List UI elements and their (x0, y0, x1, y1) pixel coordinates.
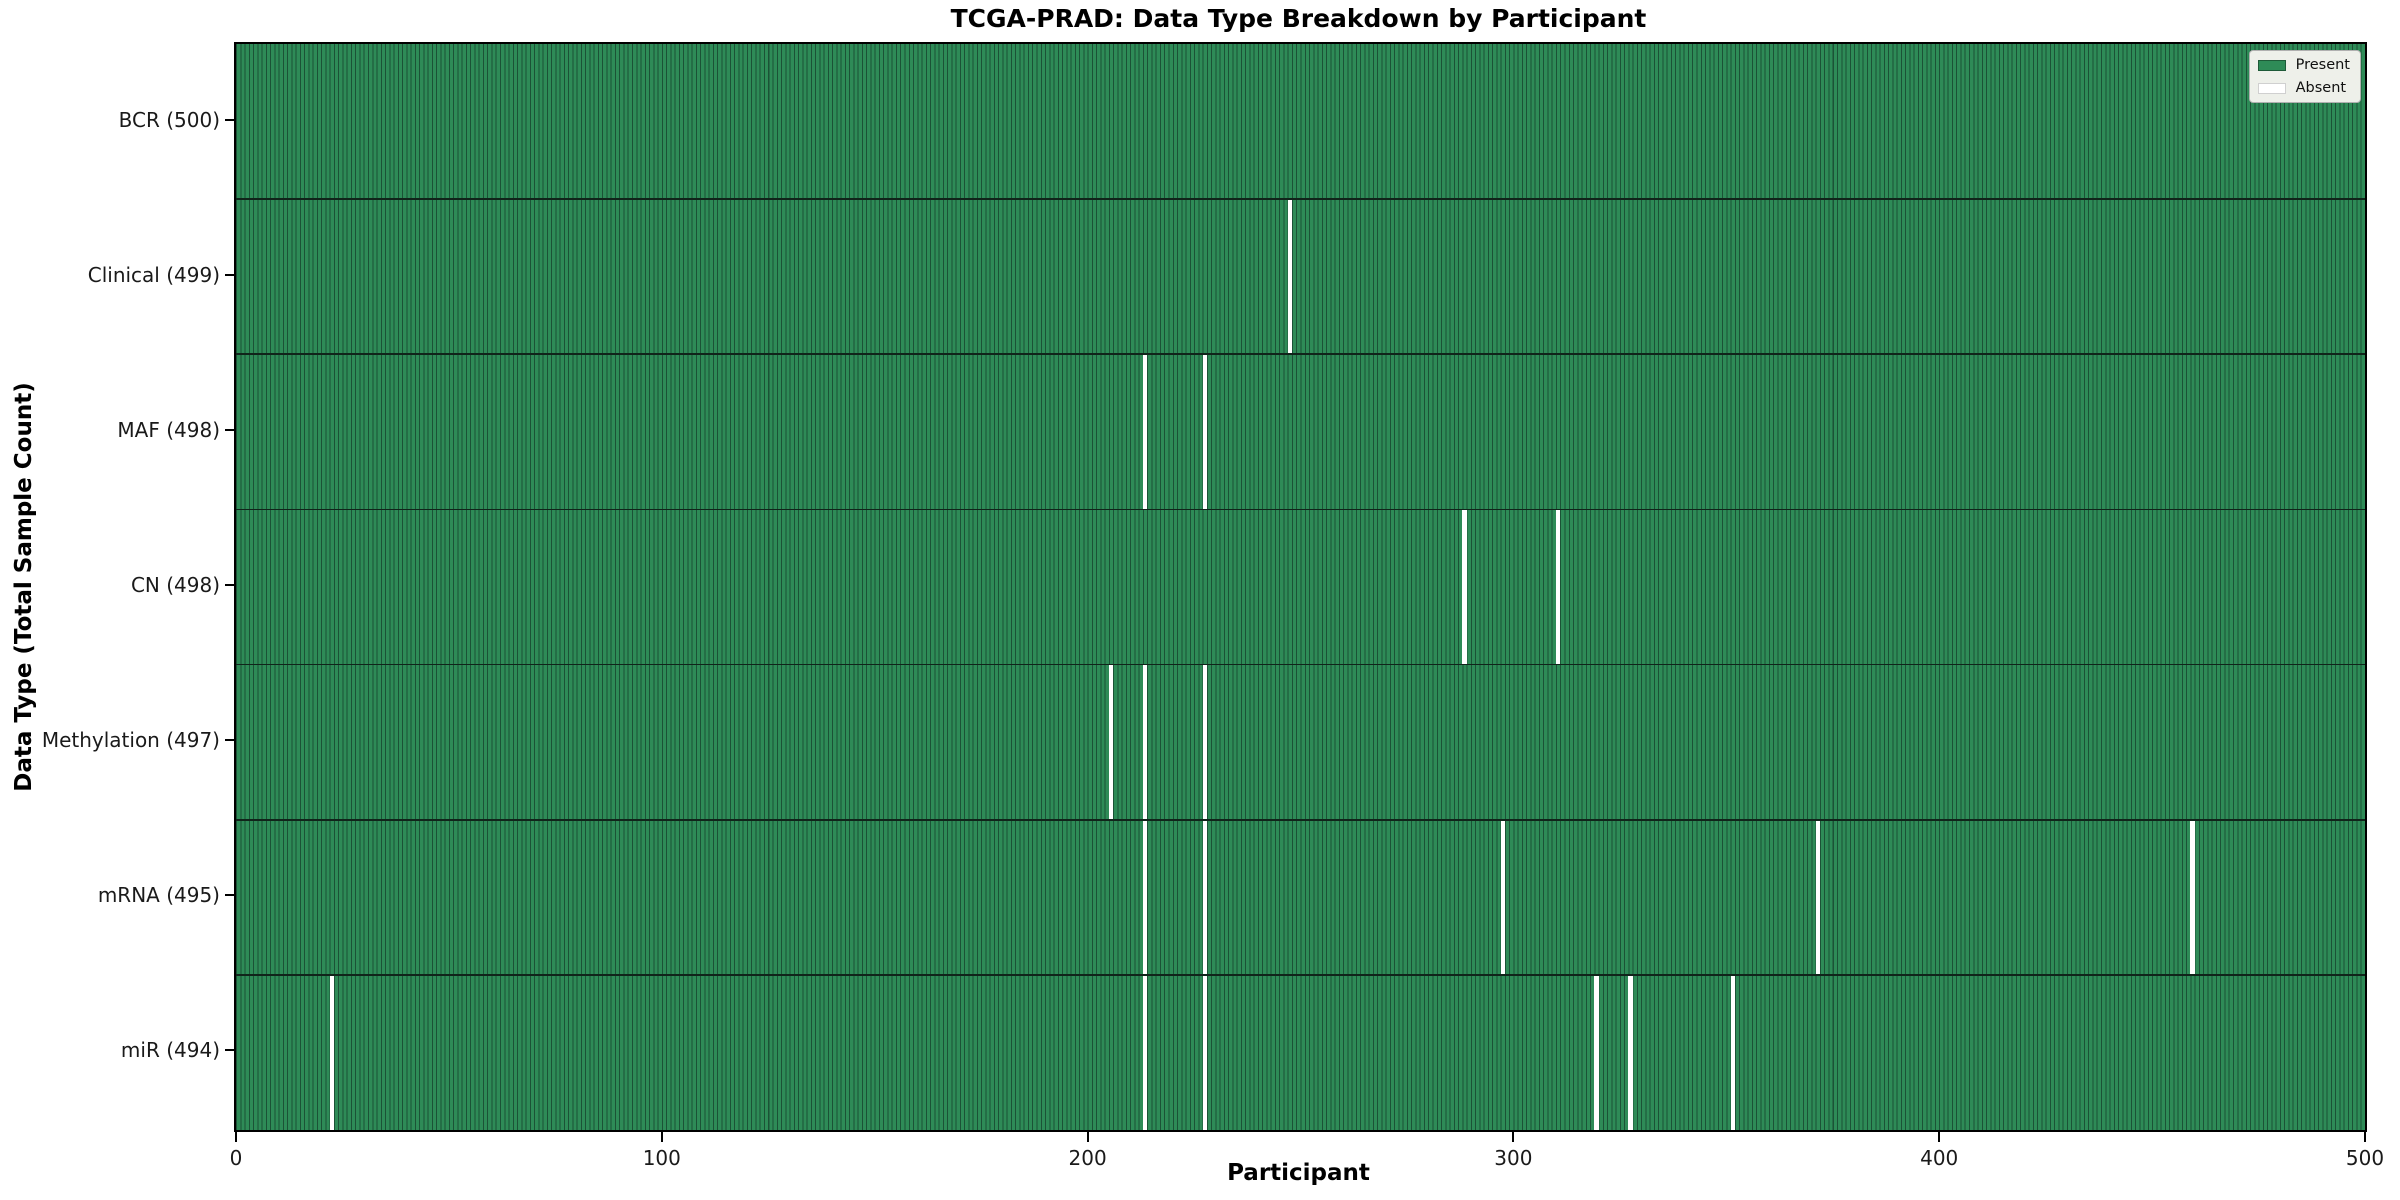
y-tick-mark (225, 428, 234, 431)
x-tick-label-200: 200 (1068, 1146, 1107, 1170)
x-tick-label-400: 400 (1920, 1146, 1959, 1170)
x-tick-mark (2364, 1132, 2366, 1142)
legend-item-absent: Absent (2257, 80, 2350, 96)
x-tick-mark (1086, 1132, 1089, 1142)
y-tick-label-cn: CN (498) (130, 573, 220, 597)
x-tick-label-0: 0 (229, 1146, 243, 1170)
row-separator (236, 974, 2365, 976)
heatmap-row-bcr (236, 44, 2365, 200)
absent-marker-mrna-371 (1815, 819, 1820, 975)
absent-marker-cn-288 (1462, 509, 1467, 665)
legend-item-present: Present (2257, 57, 2350, 73)
absent-marker-mir-319 (1594, 974, 1599, 1130)
y-tick-label-clinical: Clinical (499) (87, 262, 220, 287)
absent-marker-maf-213 (1142, 354, 1148, 510)
x-tick-mark (660, 1132, 663, 1142)
absent-marker-mir-213 (1142, 974, 1148, 1130)
row-separator (236, 663, 2365, 666)
legend: Present Absent (2248, 50, 2361, 103)
absent-marker-mir-351 (1730, 974, 1735, 1130)
heatmap-row-mrna (236, 819, 2365, 975)
y-tick-mark (225, 118, 234, 121)
absent-marker-methylation-213 (1142, 664, 1148, 820)
absent-marker-mir-22 (329, 974, 334, 1130)
absent-marker-mrna-227 (1202, 819, 1207, 975)
absent-marker-mir-227 (1202, 974, 1207, 1130)
x-tick-mark (1512, 1132, 1515, 1142)
x-axis-label: Participant (1227, 1160, 1370, 1186)
heatmap-row-mir (236, 974, 2365, 1130)
y-tick-mark (225, 894, 234, 897)
y-tick-mark (225, 584, 234, 586)
y-tick-mark (225, 273, 234, 276)
y-tick-mark (225, 1049, 234, 1052)
y-tick-label-mrna: mRNA (495) (97, 883, 220, 908)
heatmap-row-maf (236, 354, 2365, 510)
chart-title: TCGA-PRAD: Data Type Breakdown by Partic… (950, 4, 1647, 33)
y-tick-label-mir: miR (494) (120, 1038, 220, 1063)
legend-label: Present (2295, 57, 2350, 73)
y-axis-label: Data Type (Total Sample Count) (11, 382, 37, 792)
absent-marker-maf-227 (1202, 354, 1207, 510)
x-tick-label-300: 300 (1494, 1146, 1533, 1170)
absent-marker-methylation-205 (1108, 664, 1114, 820)
x-tick-mark (235, 1132, 237, 1142)
row-separator (236, 198, 2365, 200)
x-tick-label-100: 100 (642, 1146, 681, 1170)
absent-marker-mrna-297 (1500, 819, 1505, 975)
y-tick-mark (225, 739, 234, 742)
x-tick-label-500: 500 (2345, 1146, 2385, 1170)
absent-marker-mrna-213 (1142, 819, 1148, 975)
legend-swatch-absent (2257, 82, 2286, 94)
absent-marker-mir-327 (1628, 974, 1633, 1130)
absent-marker-methylation-227 (1202, 664, 1207, 820)
plot-area: Present Absent (234, 42, 2367, 1132)
x-tick-mark (1938, 1132, 1941, 1142)
y-tick-label-methylation: Methylation (497) (41, 728, 220, 753)
heatmap-row-cn (236, 509, 2365, 665)
absent-marker-cn-310 (1555, 509, 1561, 665)
heatmap-row-clinical (236, 199, 2365, 355)
legend-label: Absent (2295, 80, 2347, 96)
y-tick-label-maf: MAF (498) (117, 417, 220, 442)
absent-marker-clinical-247 (1287, 199, 1293, 355)
absent-marker-mrna-459 (2190, 819, 2195, 975)
y-tick-label-bcr: BCR (500) (118, 107, 220, 132)
heatmap-row-methylation (236, 664, 2365, 820)
row-separator (236, 353, 2365, 356)
row-separator (236, 818, 2365, 821)
row-separator (236, 508, 2365, 511)
legend-swatch-present (2257, 59, 2286, 71)
